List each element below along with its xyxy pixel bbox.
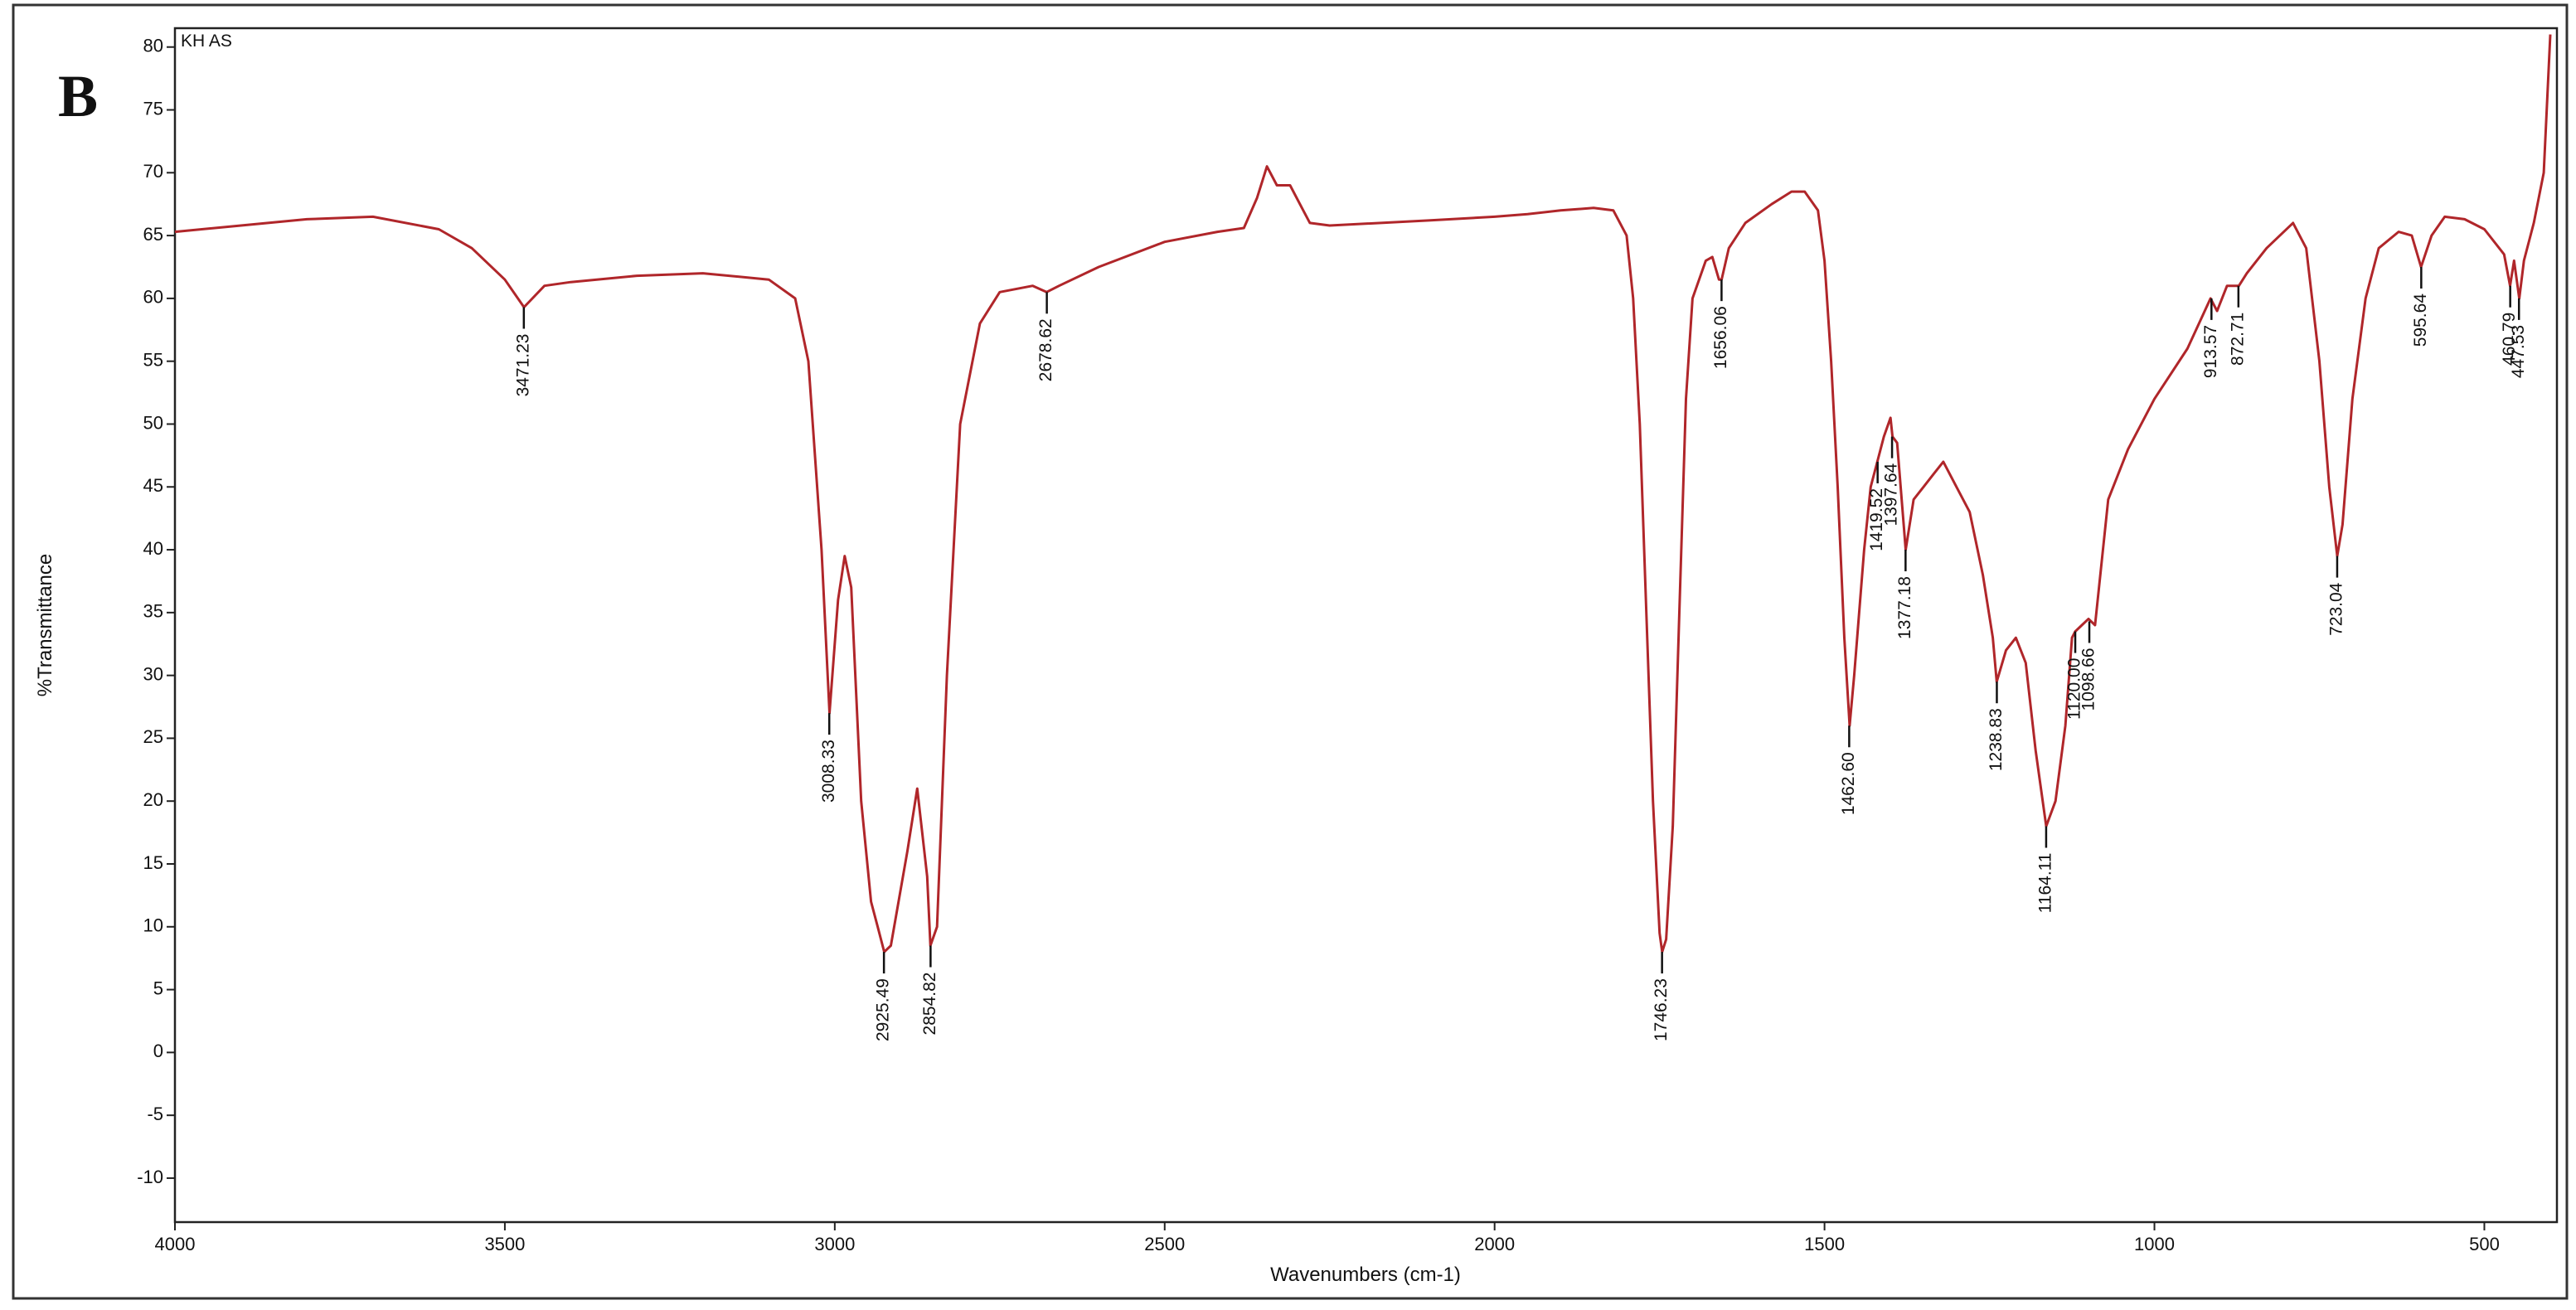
peak-label: 2925.49 <box>874 978 893 1041</box>
y-tick-label: 15 <box>143 852 163 873</box>
y-tick-label: -5 <box>147 1104 163 1124</box>
y-tick-label: 20 <box>143 789 163 810</box>
peak-label: 872.71 <box>2228 313 2247 366</box>
y-tick-label: 5 <box>153 978 163 998</box>
x-tick-label: 2000 <box>1474 1234 1515 1254</box>
x-tick-label: 500 <box>2469 1234 2500 1254</box>
y-tick-label: 30 <box>143 663 163 684</box>
y-tick-label: 70 <box>143 161 163 182</box>
x-tick-label: 3500 <box>484 1234 525 1254</box>
y-tick-label: 10 <box>143 915 163 936</box>
x-tick-label: 3000 <box>814 1234 855 1254</box>
peak-label: 447.53 <box>2509 325 2528 378</box>
x-axis-label: Wavenumbers (cm-1) <box>1270 1264 1461 1286</box>
peak-label: 723.04 <box>2326 582 2346 636</box>
peak-label: 1164.11 <box>2035 853 2054 914</box>
y-tick-label: 75 <box>143 98 163 119</box>
y-tick-label: 60 <box>143 287 163 308</box>
peak-label: 1419.52 <box>1867 488 1886 551</box>
peak-label: 1098.66 <box>2079 648 2098 711</box>
spectrum-line <box>174 34 2552 953</box>
plot-frame <box>173 27 2559 1224</box>
y-axis-label: %Transmittance <box>34 554 56 697</box>
peak-label: 1238.83 <box>1987 708 2006 771</box>
peak-label: 2854.82 <box>920 973 939 1036</box>
x-tick-label: 1500 <box>1804 1234 1845 1254</box>
x-tick-label: 1000 <box>2134 1234 2175 1254</box>
y-tick-label: 40 <box>143 538 163 559</box>
peak-label: 3008.33 <box>819 740 838 803</box>
peak-label: 3471.23 <box>513 334 532 397</box>
chart-title: KH AS <box>181 32 232 51</box>
y-tick-label: 25 <box>143 726 163 747</box>
y-tick-label: 45 <box>143 475 163 496</box>
y-tick-label: 0 <box>153 1041 163 1061</box>
y-tick-label: 55 <box>143 349 163 370</box>
peak-label: 460.79 <box>2500 313 2519 366</box>
peak-label: 595.64 <box>2411 294 2430 347</box>
y-tick-label: 50 <box>143 412 163 433</box>
outer-frame <box>12 3 2569 1300</box>
y-tick-label: 35 <box>143 601 163 622</box>
y-tick-label: 65 <box>143 224 163 245</box>
peak-label: 1746.23 <box>1652 978 1671 1041</box>
peak-label: 1120.00 <box>2065 658 2084 720</box>
peak-label: 1377.18 <box>1895 576 1914 639</box>
peak-label: 1462.60 <box>1839 752 1858 815</box>
peak-label: 1397.64 <box>1882 463 1901 526</box>
x-tick-label: 2500 <box>1144 1234 1185 1254</box>
panel-label: B <box>58 63 98 129</box>
peak-label: 2678.62 <box>1036 318 1055 381</box>
y-tick-label: 80 <box>143 36 163 56</box>
x-tick-label: 4000 <box>155 1234 196 1254</box>
peak-label: 913.57 <box>2201 325 2220 378</box>
y-tick-label: -10 <box>137 1167 163 1187</box>
peak-label: 1656.06 <box>1711 306 1730 369</box>
